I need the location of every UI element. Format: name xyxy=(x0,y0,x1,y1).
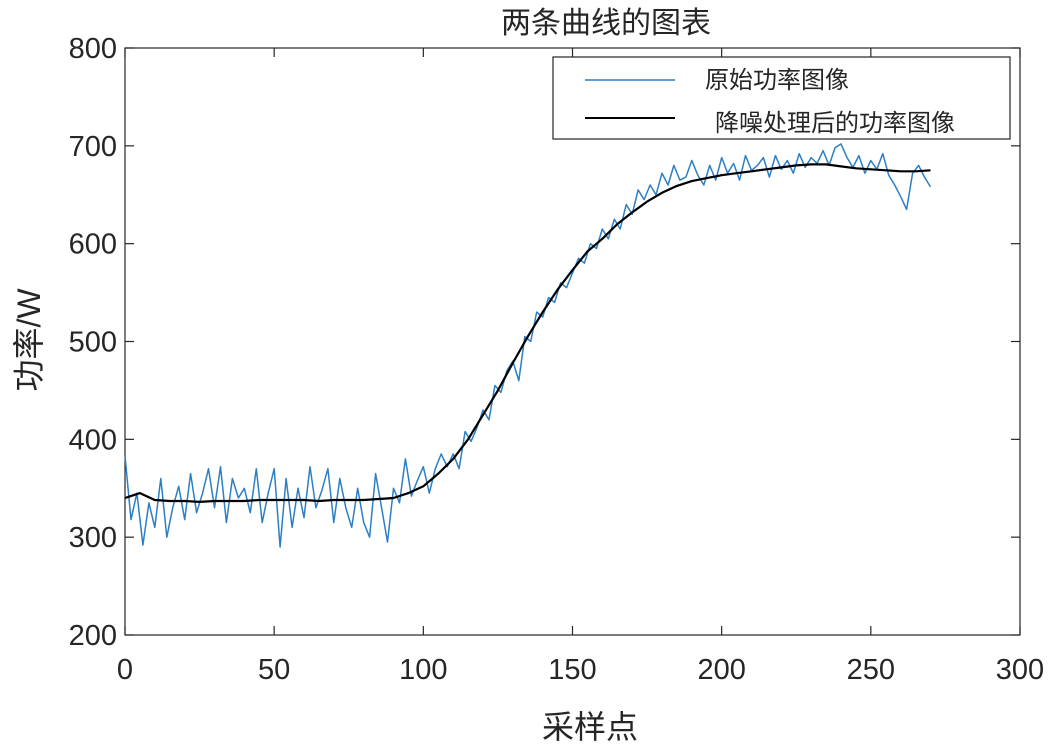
x-tick-label: 200 xyxy=(697,654,745,686)
chart-title: 两条曲线的图表 xyxy=(501,7,711,40)
x-tick-label: 300 xyxy=(996,654,1044,686)
legend-label-raw: 原始功率图像 xyxy=(705,67,849,94)
x-axis-label: 采样点 xyxy=(542,709,638,745)
y-tick-label: 200 xyxy=(69,620,117,652)
series-line-denoised xyxy=(124,163,931,503)
y-axis-label: 功率/W xyxy=(11,288,47,392)
legend: 原始功率图像 降噪处理后的功率图像 xyxy=(552,56,1011,140)
y-tick-label: 700 xyxy=(69,131,117,163)
x-tick-label: 250 xyxy=(847,654,895,686)
y-tick-label: 800 xyxy=(69,33,117,65)
x-tick-label: 100 xyxy=(399,654,447,686)
legend-box xyxy=(552,56,1011,140)
x-tick-label: 0 xyxy=(117,654,133,686)
x-tick-label: 150 xyxy=(548,654,596,686)
y-tick-label: 600 xyxy=(69,229,117,261)
series-line-raw xyxy=(124,143,932,548)
y-tick-label: 400 xyxy=(69,424,117,456)
y-tick-label: 500 xyxy=(69,327,117,359)
legend-label-denoised: 降噪处理后的功率图像 xyxy=(715,110,955,137)
plot-area xyxy=(124,47,1021,636)
y-tick-label: 300 xyxy=(69,522,117,554)
x-tick-label: 50 xyxy=(258,654,290,686)
